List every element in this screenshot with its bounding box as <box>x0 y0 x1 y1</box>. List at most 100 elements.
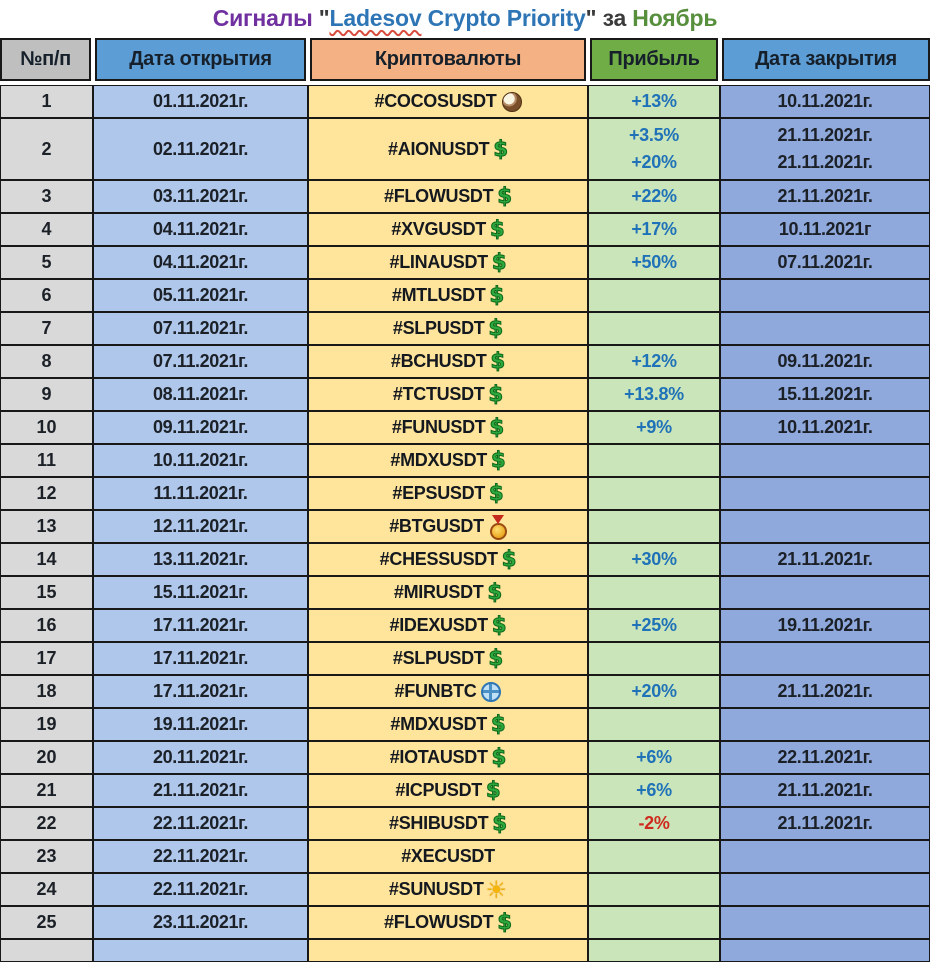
open-date-cell: 13.11.2021г. <box>93 543 308 576</box>
close-date-cell <box>720 279 930 312</box>
close-date-cell: 21.11.2021г. <box>720 675 930 708</box>
open-date: 22.11.2021г. <box>153 879 248 899</box>
ticker-text: #SHIBUSDT <box>389 813 489 833</box>
open-date-cell: 23.11.2021г. <box>93 906 308 939</box>
profit-value: +6% <box>636 747 672 767</box>
ticker-text: #FUNUSDT <box>391 417 486 437</box>
ticker-text: #ICPUSDT <box>395 780 482 800</box>
row-number: 4 <box>41 219 52 239</box>
open-date-cell: 04.11.2021г. <box>93 246 308 279</box>
table-row: 14 13.11.2021г. #CHESSUSDT $ +30% 21.11.2021г… <box>0 543 930 576</box>
table-row: 22 22.11.2021г. #SHIBUSDT $ -2% 21.11.2021г. <box>0 807 930 840</box>
table-row: 16 17.11.2021г. #IDEXUSDT $ +25% 19.11.2021г. <box>0 609 930 642</box>
row-number-cell: 15 <box>0 576 93 609</box>
close-date-cell <box>720 840 930 873</box>
header-crypto: Криптовалюты <box>310 38 586 81</box>
ticker-cell: #SLPUSDT $ <box>308 312 588 345</box>
dollar-icon: $ <box>490 349 506 373</box>
open-date-cell: 07.11.2021г. <box>93 345 308 378</box>
close-date-cell: 10.11.2021г. <box>720 85 930 118</box>
table-row: 13 12.11.2021г. #BTGUSDT <box>0 510 930 543</box>
close-date-cell: 21.11.2021г. <box>720 807 930 840</box>
title-brand-first-word: Ladesov <box>329 4 422 31</box>
open-date: 07.11.2021г. <box>153 351 248 371</box>
table-row: 20 20.11.2021г. #IOTAUSDT $ +6% 22.11.2021г. <box>0 741 930 774</box>
table-body: 1 01.11.2021г. #COCOSUSDT +13% 10.11.2021г. 2… <box>0 85 930 962</box>
row-number-cell: 20 <box>0 741 93 774</box>
dollar-icon: $ <box>487 580 503 604</box>
row-number-cell: 13 <box>0 510 93 543</box>
ticker-text: #MIRUSDT <box>393 582 484 602</box>
ticker-text: #FLOWUSDT <box>384 912 494 932</box>
ticker-text: #COCOSUSDT <box>374 91 497 111</box>
row-number-cell: 9 <box>0 378 93 411</box>
page-title: Сигналы " Ladesov Crypto Priority " за Ноя… <box>0 0 930 36</box>
ticker-cell: #BCHUSDT $ <box>308 345 588 378</box>
close-date-cell <box>720 510 930 543</box>
profit-cell <box>588 708 720 741</box>
close-date-cell <box>720 312 930 345</box>
dollar-icon: $ <box>486 778 502 802</box>
ticker-text: #XVGUSDT <box>391 219 486 239</box>
row-number: 6 <box>41 285 52 305</box>
header-close-date: Дата закрытия <box>722 38 930 81</box>
open-date: 09.11.2021г. <box>153 417 248 437</box>
close-date: 21.11.2021г. <box>777 681 873 701</box>
open-date-cell: 03.11.2021г. <box>93 180 308 213</box>
row-number: 18 <box>36 681 57 701</box>
profit-cell <box>588 642 720 675</box>
ticker-text: #SUNUSDT <box>388 879 484 899</box>
ticker-text: #SLPUSDT <box>392 648 485 668</box>
row-number-cell: 10 <box>0 411 93 444</box>
row-number-cell: 1 <box>0 85 93 118</box>
open-date: 17.11.2021г. <box>153 648 248 668</box>
row-number-cell <box>0 939 93 962</box>
close-date: 22.11.2021г. <box>777 747 873 767</box>
close-date-cell <box>720 906 930 939</box>
open-date-cell: 17.11.2021г. <box>93 642 308 675</box>
open-date-cell: 22.11.2021г. <box>93 840 308 873</box>
table-row <box>0 939 930 962</box>
profit-value: +13.8% <box>624 384 684 404</box>
close-date: 10.11.2021г <box>778 219 872 239</box>
profit-cell: +22% <box>588 180 720 213</box>
open-date-cell: 10.11.2021г. <box>93 444 308 477</box>
open-date-cell: 01.11.2021г. <box>93 85 308 118</box>
close-date-cell <box>720 642 930 675</box>
row-number: 19 <box>36 714 57 734</box>
open-date: 19.11.2021г. <box>153 714 248 734</box>
table-row: 23 22.11.2021г. #XECUSDT <box>0 840 930 873</box>
title-signals-word: Сигналы <box>212 4 313 31</box>
close-date-cell <box>720 708 930 741</box>
ticker-text: #BCHUSDT <box>390 351 487 371</box>
close-date-cell <box>720 873 930 906</box>
profit-cell: -2% <box>588 807 720 840</box>
close-date-cell <box>720 477 930 510</box>
title-month-word: Ноябрь <box>632 4 718 31</box>
close-date-cell: 21.11.2021г. <box>720 543 930 576</box>
profit-value: +13% <box>631 91 677 111</box>
table-row: 3 03.11.2021г. #FLOWUSDT $ +22% 21.11.2021г. <box>0 180 930 213</box>
dollar-icon: $ <box>493 136 509 161</box>
profit-cell <box>588 477 720 510</box>
profit-value: +17% <box>631 219 677 239</box>
open-date: 22.11.2021г. <box>153 813 248 833</box>
table-row: 6 05.11.2021г. #MTLUSDT $ <box>0 279 930 312</box>
table-row: 7 07.11.2021г. #SLPUSDT $ <box>0 312 930 345</box>
close-date: 21.11.2021г. <box>777 186 873 206</box>
open-date: 02.11.2021г. <box>153 138 248 159</box>
row-number-cell: 16 <box>0 609 93 642</box>
ticker-text: #IDEXUSDT <box>389 615 489 635</box>
medal-icon <box>489 514 507 540</box>
open-date-cell: 11.11.2021г. <box>93 477 308 510</box>
open-date-cell: 17.11.2021г. <box>93 609 308 642</box>
close-date-cell: 09.11.2021г. <box>720 345 930 378</box>
table-row: 11 10.11.2021г. #MDXUSDT $ <box>0 444 930 477</box>
ticker-cell: #IDEXUSDT $ <box>308 609 588 642</box>
row-number-cell: 6 <box>0 279 93 312</box>
profit-cell <box>588 279 720 312</box>
open-date: 08.11.2021г. <box>153 384 248 404</box>
profit-cell: +9% <box>588 411 720 444</box>
dollar-icon: $ <box>490 712 506 736</box>
table-row: 9 08.11.2021г. #TCTUSDT $ +13.8% 15.11.2021г. <box>0 378 930 411</box>
